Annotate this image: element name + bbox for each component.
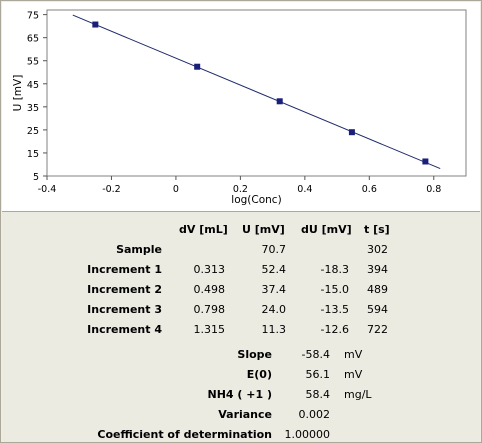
summary-value-slope: -58.4 xyxy=(301,348,330,361)
x-tick-label: 0.6 xyxy=(362,184,377,195)
summary-value-e0: 56.1 xyxy=(305,368,331,381)
regression-line xyxy=(72,14,441,170)
row-u: 24.0 xyxy=(261,303,287,316)
summary-value-concentration: 58.4 xyxy=(305,388,331,401)
summary-unit-e0: mV xyxy=(344,368,363,381)
row-u: 11.3 xyxy=(261,323,287,336)
y-tick-label: 5 xyxy=(33,172,39,183)
y-tick-label: 65 xyxy=(27,34,39,45)
header-t: t [s] xyxy=(364,223,390,236)
row-t: 489 xyxy=(367,283,388,296)
row-du: -12.6 xyxy=(320,323,349,336)
header-u: U [mV] xyxy=(242,223,285,236)
row-label: Increment 3 xyxy=(87,303,162,316)
summary-unit-slope: mV xyxy=(344,348,363,361)
row-du: -15.0 xyxy=(320,283,349,296)
x-tick-label: -0.4 xyxy=(38,184,57,195)
summary-label-concentration: NH4 ( +1 ) xyxy=(207,388,272,401)
data-point xyxy=(194,63,201,70)
data-point xyxy=(276,98,283,105)
row-u: 70.7 xyxy=(261,243,287,256)
x-tick-label: -0.2 xyxy=(102,184,121,195)
y-axis-label: U [mV] xyxy=(12,75,24,112)
summary-label-slope: Slope xyxy=(237,348,272,361)
row-u: 37.4 xyxy=(261,283,287,296)
x-tick-label: 0.2 xyxy=(233,184,248,195)
row-label: Sample xyxy=(116,243,162,256)
row-t: 722 xyxy=(367,323,388,336)
header-dv: dV [mL] xyxy=(179,223,228,236)
row-u: 52.4 xyxy=(261,263,287,276)
data-point xyxy=(92,21,99,28)
row-t: 594 xyxy=(367,303,388,316)
x-tick-label: 0 xyxy=(173,184,179,195)
x-axis-label: log(Conc) xyxy=(231,194,281,206)
row-dv: 0.313 xyxy=(193,263,226,276)
row-du: -13.5 xyxy=(320,303,349,316)
y-tick-label: 25 xyxy=(27,126,39,137)
x-tick-label: 0.4 xyxy=(297,184,312,195)
results-table: dV [mL] U [mV] dU [mV] t [s] Sample 70.7… xyxy=(2,212,480,442)
calibration-plot: 5 15 25 35 45 55 65 75 -0.4 -0.2 0 0.2 0.4 0.6 0.8 log(… xyxy=(2,2,480,212)
row-du: -18.3 xyxy=(320,263,349,276)
data-point xyxy=(348,129,355,136)
plot-frame xyxy=(46,9,467,177)
summary-label-variance: Variance xyxy=(218,408,272,421)
y-tick-label: 35 xyxy=(27,103,39,114)
y-tick-label: 55 xyxy=(27,57,39,68)
y-tick-label: 15 xyxy=(27,149,39,160)
y-tick-label: 75 xyxy=(27,11,39,22)
row-dv: 1.315 xyxy=(193,323,226,336)
chart-svg: 5 15 25 35 45 55 65 75 -0.4 -0.2 0 0.2 0.4 0.6 0.8 log(… xyxy=(12,9,467,206)
row-dv: 0.498 xyxy=(193,283,226,296)
y-tick-label: 45 xyxy=(27,80,39,91)
row-label: Increment 1 xyxy=(87,263,162,276)
row-label: Increment 2 xyxy=(87,283,162,296)
summary-unit-concentration: mg/L xyxy=(344,388,372,401)
data-point xyxy=(422,158,429,165)
x-tick-label: 0.8 xyxy=(426,184,441,195)
row-dv: 0.798 xyxy=(193,303,226,316)
summary-label-coefficient: Coefficient of determination xyxy=(97,428,272,441)
summary-value-coefficient: 1.00000 xyxy=(284,428,331,441)
summary-label-e0: E(0) xyxy=(246,368,272,381)
header-du: dU [mV] xyxy=(301,223,352,236)
row-label: Increment 4 xyxy=(87,323,162,336)
row-t: 394 xyxy=(367,263,388,276)
row-t: 302 xyxy=(367,243,388,256)
summary-value-variance: 0.002 xyxy=(298,408,331,421)
